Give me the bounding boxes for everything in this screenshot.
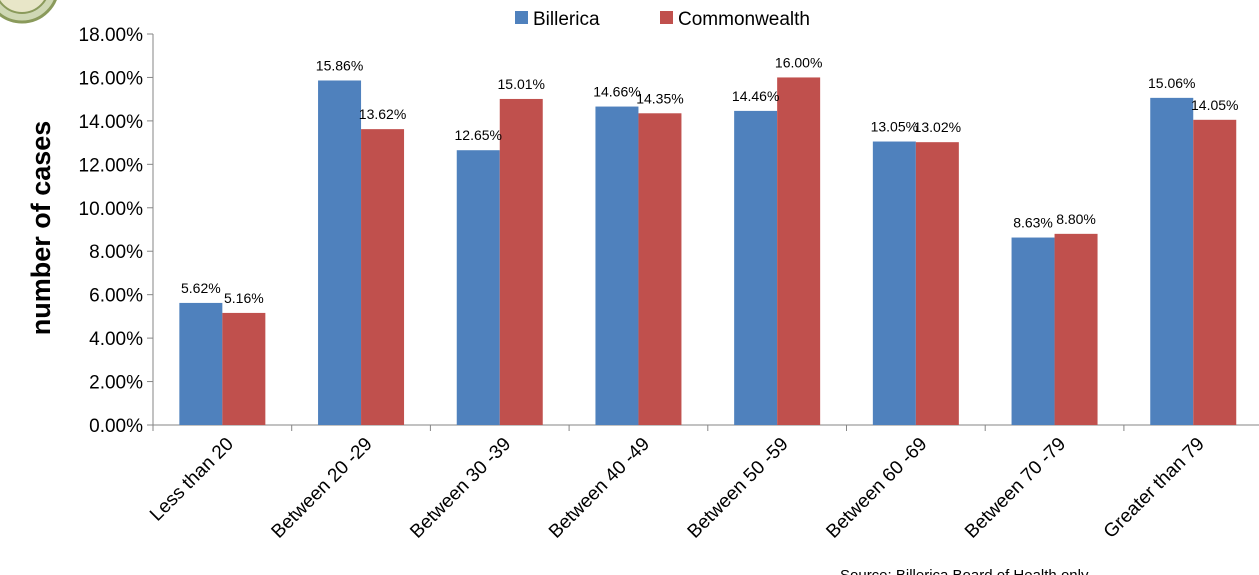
legend: Billerica Commonwealth	[515, 9, 810, 30]
y-axis-title: number of cases	[26, 121, 56, 336]
bar-commonwealth-1	[361, 129, 405, 426]
data-label: 13.02%	[914, 119, 961, 135]
bar-commonwealth-5	[915, 142, 959, 425]
x-tick-label: Greater than 79	[1100, 434, 1209, 543]
bar-commonwealth-0	[222, 312, 266, 425]
y-tick-label: 6.00%	[89, 286, 143, 307]
data-label: 15.86%	[316, 57, 363, 73]
legend-label-billerica: Billerica	[533, 9, 600, 30]
bar-commonwealth-3	[638, 113, 682, 426]
x-axis: Less than 20 Between 20 -29 Between 30 -39…	[146, 424, 1259, 543]
x-tick-label: Between 30 -39	[406, 434, 515, 543]
y-axis: 0.00% 2.00% 4.00% 6.00% 8.00% 10.00% 12.00% 14.…	[79, 25, 154, 437]
source-note: Source: Billerica Board of Health only	[840, 567, 1089, 575]
x-tick-label: Between 70 -79	[961, 434, 1070, 543]
data-label: 5.16%	[224, 290, 264, 306]
data-label: 14.35%	[636, 90, 683, 106]
bar-commonwealth-7	[1193, 119, 1237, 425]
x-tick-label: Between 60 -69	[822, 434, 931, 543]
data-label: 16.00%	[775, 54, 822, 70]
y-tick-label: 10.00%	[79, 199, 144, 220]
legend-label-commonwealth: Commonwealth	[678, 9, 810, 30]
seal-logo	[0, 0, 57, 24]
y-tick-label: 4.00%	[89, 329, 143, 350]
x-tick-label: Between 20 -29	[268, 434, 377, 543]
data-label: 5.62%	[181, 280, 221, 296]
y-tick-label: 12.00%	[79, 155, 144, 176]
x-tick-label: Between 50 -59	[684, 434, 793, 543]
y-tick-label: 2.00%	[89, 373, 143, 394]
y-tick-label: 8.00%	[89, 242, 143, 263]
bar-commonwealth-2	[499, 98, 543, 425]
data-label: 14.46%	[732, 88, 779, 104]
data-labels: 5.62% 15.86% 12.65% 14.66% 14.46% 13.05% 8.63%…	[181, 54, 1238, 305]
data-label: 14.05%	[1191, 97, 1238, 113]
legend-swatch-billerica	[515, 11, 528, 24]
bar-billerica-5	[872, 141, 916, 425]
bar-billerica-1	[318, 80, 362, 425]
x-tick-label: Less than 20	[146, 434, 238, 526]
y-tick-label: 18.00%	[79, 25, 144, 46]
bar-billerica-2	[456, 150, 500, 426]
bar-billerica-0	[179, 302, 223, 425]
legend-swatch-commonwealth	[660, 11, 673, 24]
data-label: 15.01%	[498, 76, 545, 92]
data-label: 14.66%	[593, 84, 640, 100]
data-label: 13.62%	[359, 106, 406, 122]
y-tick-label: 0.00%	[89, 416, 143, 437]
y-tick-label: 16.00%	[79, 68, 144, 89]
data-label: 13.05%	[871, 119, 918, 135]
bar-billerica-7	[1150, 97, 1194, 425]
bar-commonwealth-4	[777, 77, 821, 425]
bar-commonwealth-6	[1054, 233, 1098, 425]
data-label: 8.80%	[1056, 211, 1096, 227]
bar-billerica-3	[595, 106, 639, 426]
bars	[179, 77, 1237, 426]
bar-billerica-4	[734, 110, 778, 425]
x-tick-label: Between 40 -49	[545, 434, 654, 543]
data-label: 12.65%	[455, 127, 502, 143]
data-label: 8.63%	[1013, 215, 1053, 231]
data-label: 15.06%	[1148, 75, 1195, 91]
bar-billerica-6	[1011, 237, 1055, 425]
y-tick-label: 14.00%	[79, 112, 144, 133]
